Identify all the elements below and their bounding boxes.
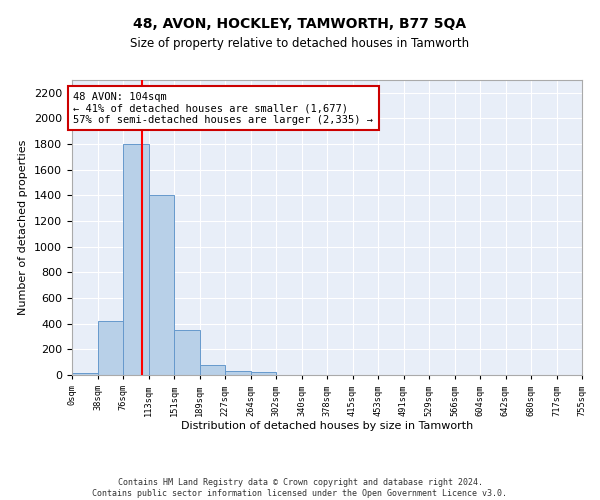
Text: Size of property relative to detached houses in Tamworth: Size of property relative to detached ho… bbox=[130, 38, 470, 51]
Bar bbox=[123, 144, 149, 375]
Bar bbox=[72, 373, 97, 375]
Text: Contains HM Land Registry data © Crown copyright and database right 2024.
Contai: Contains HM Land Registry data © Crown c… bbox=[92, 478, 508, 498]
Text: 48 AVON: 104sqm
← 41% of detached houses are smaller (1,677)
57% of semi-detache: 48 AVON: 104sqm ← 41% of detached houses… bbox=[73, 92, 373, 124]
Bar bbox=[97, 321, 123, 375]
X-axis label: Distribution of detached houses by size in Tamworth: Distribution of detached houses by size … bbox=[181, 421, 473, 431]
Bar bbox=[199, 364, 225, 375]
Bar bbox=[251, 372, 276, 375]
Bar bbox=[174, 330, 199, 375]
Bar bbox=[149, 196, 174, 375]
Y-axis label: Number of detached properties: Number of detached properties bbox=[19, 140, 28, 315]
Text: 48, AVON, HOCKLEY, TAMWORTH, B77 5QA: 48, AVON, HOCKLEY, TAMWORTH, B77 5QA bbox=[133, 18, 467, 32]
Bar bbox=[225, 372, 251, 375]
